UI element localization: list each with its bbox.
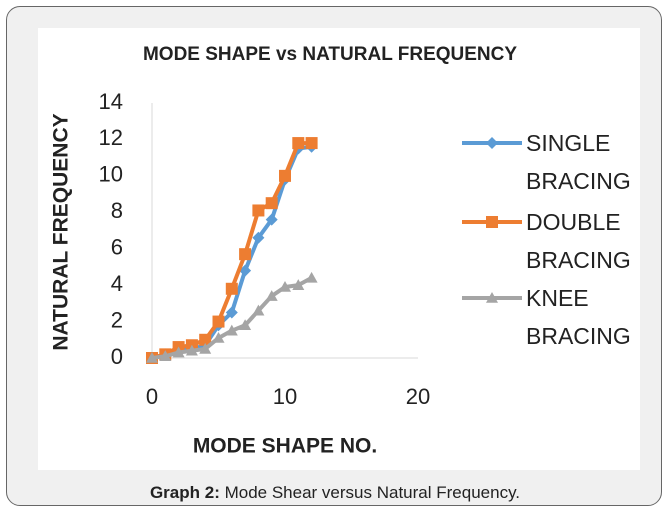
marker <box>486 137 498 149</box>
marker <box>305 137 318 150</box>
y-axis-title: NATURAL FREQUENCY <box>50 113 73 350</box>
x-tick-label: 10 <box>273 384 297 409</box>
marker <box>225 306 238 319</box>
marker <box>305 271 318 283</box>
marker <box>279 169 291 182</box>
x-axis-title: MODE SHAPE NO. <box>193 435 377 458</box>
marker <box>292 137 305 150</box>
marker <box>265 213 278 226</box>
marker <box>252 304 265 316</box>
marker <box>239 264 252 277</box>
y-tick-label: 2 <box>111 307 123 332</box>
marker <box>265 197 278 210</box>
marker <box>225 324 238 336</box>
marker <box>292 279 305 290</box>
marker <box>185 344 198 356</box>
marker <box>199 333 212 346</box>
chart-area <box>38 28 640 470</box>
y-tick-label: 10 <box>99 162 123 187</box>
caption-label: Graph 2: <box>150 483 220 502</box>
marker <box>172 346 185 358</box>
marker <box>159 350 172 361</box>
marker <box>486 216 498 228</box>
y-tick-label: 4 <box>111 271 123 296</box>
legend-entry: KNEE BRACING <box>526 285 631 349</box>
marker <box>239 248 252 261</box>
marker <box>225 282 238 295</box>
marker <box>199 342 212 354</box>
y-tick-label: 12 <box>99 125 123 150</box>
marker <box>212 331 225 343</box>
chart-title: MODE SHAPE vs NATURAL FREQUENCY <box>143 44 517 65</box>
marker <box>146 352 158 363</box>
y-tick-label: 14 <box>99 89 123 114</box>
y-tick-label: 0 <box>111 344 123 369</box>
legend-entry: SINGLE BRACING <box>526 130 631 194</box>
x-tick-label: 0 <box>146 384 158 409</box>
legend-label: DOUBLE BRACING <box>526 209 631 273</box>
y-tick-label: 6 <box>111 235 123 260</box>
marker <box>252 204 265 217</box>
marker <box>239 319 252 331</box>
caption-text: Mode Shear versus Natural Frequency. <box>225 483 520 502</box>
marker <box>252 231 265 244</box>
marker <box>212 315 225 328</box>
legend-label: KNEE BRACING <box>526 285 631 349</box>
marker <box>279 280 291 292</box>
legend-label: SINGLE BRACING <box>526 130 631 194</box>
legend-entry: DOUBLE BRACING <box>526 209 631 273</box>
caption: Graph 2: Mode Shear versus Natural Frequ… <box>150 483 520 502</box>
y-tick-label: 8 <box>111 198 123 223</box>
marker <box>265 290 278 301</box>
marker <box>486 292 498 303</box>
x-tick-label: 20 <box>406 384 430 409</box>
